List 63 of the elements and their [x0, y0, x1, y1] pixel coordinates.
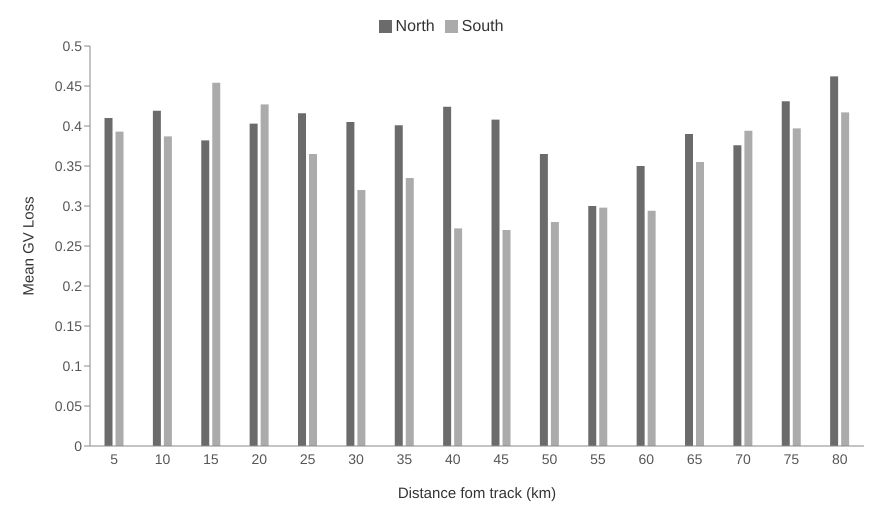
bar [250, 124, 258, 446]
x-tick-label: 25 [300, 450, 316, 467]
x-tick-label: 65 [686, 450, 703, 467]
x-tick-label: 55 [590, 450, 606, 467]
x-tick-label: 50 [542, 450, 558, 467]
legend-label: South [462, 18, 504, 35]
bar [685, 134, 694, 446]
bar [830, 76, 838, 446]
bar [733, 145, 742, 446]
x-tick-label: 15 [203, 450, 219, 467]
x-tick-label: 30 [348, 450, 364, 467]
y-tick-label: 0.45 [54, 78, 82, 94]
bar [260, 104, 269, 446]
x-tick-label: 60 [638, 450, 654, 467]
x-tick-label: 20 [252, 450, 268, 467]
legend-label: North [396, 18, 435, 35]
bar [588, 206, 596, 446]
x-tick-label: 10 [154, 450, 171, 467]
bar [792, 128, 801, 446]
bar [744, 130, 752, 446]
bar [599, 208, 608, 446]
bar [104, 118, 113, 446]
y-tick-label: 0.35 [54, 158, 82, 174]
bar [406, 178, 414, 446]
x-tick-label: 5 [110, 450, 118, 467]
bar [636, 166, 645, 446]
bar [298, 113, 306, 446]
y-axis-title: Mean GV Loss [20, 196, 38, 296]
x-tick-label: 45 [493, 450, 510, 467]
bar [696, 162, 704, 446]
bar [357, 190, 366, 446]
bar [648, 210, 656, 446]
bar [309, 154, 318, 446]
y-tick-label: 0.15 [54, 318, 82, 334]
bar [502, 230, 511, 446]
bar [152, 110, 161, 446]
y-tick-label: 0.1 [62, 358, 82, 374]
bar [443, 106, 452, 446]
y-tick-label: 0 [74, 438, 82, 454]
bar [346, 122, 354, 446]
bar [540, 154, 548, 446]
y-tick-label: 0.5 [62, 38, 82, 54]
x-axis-title: Distance fom track (km) [398, 485, 556, 502]
x-tick-label: 80 [832, 450, 848, 467]
bar [212, 82, 220, 446]
bar [116, 132, 124, 446]
y-tick-label: 0.4 [62, 118, 82, 134]
x-tick-label: 70 [735, 450, 752, 467]
bar [492, 120, 500, 446]
bar [394, 125, 403, 446]
bar [550, 222, 559, 446]
y-tick-label: 0.25 [54, 238, 82, 254]
bar [841, 112, 850, 446]
x-tick-label: 40 [445, 450, 461, 467]
bar [164, 136, 172, 446]
x-tick-label: 75 [784, 450, 800, 467]
bar [782, 101, 790, 446]
y-tick-label: 0.05 [54, 398, 82, 414]
y-tick-label: 0.2 [62, 278, 82, 294]
bar [201, 140, 210, 446]
x-tick-label: 35 [396, 450, 412, 467]
y-tick-label: 0.3 [62, 198, 82, 214]
bar [454, 228, 462, 446]
